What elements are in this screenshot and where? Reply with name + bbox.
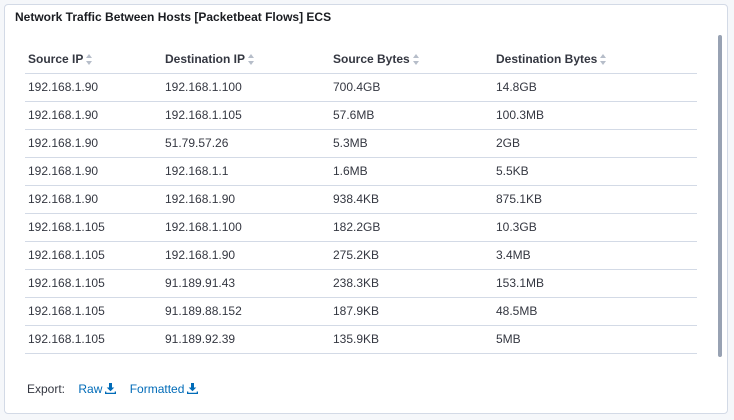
cell-destination-bytes: 10.3GB [493, 213, 697, 242]
column-header-label: Destination Bytes [496, 51, 598, 66]
cell-destination-bytes: 2GB [493, 129, 697, 158]
table-header-row: Source IP Destination IP Source Bytes De… [25, 45, 697, 74]
sort-icon[interactable] [248, 54, 255, 66]
download-icon [105, 383, 117, 394]
table-row: 192.168.1.105 192.168.1.90 275.2KB 3.4MB [25, 241, 697, 270]
column-header-label: Source IP [28, 51, 84, 66]
data-table: Source IP Destination IP Source Bytes De… [25, 45, 697, 354]
cell-destination-bytes: 3.4MB [493, 241, 697, 270]
table-row: 192.168.1.90 192.168.1.1 1.6MB 5.5KB [25, 157, 697, 186]
cell-source-bytes: 5.3MB [330, 129, 493, 158]
cell-source-bytes: 275.2KB [330, 241, 493, 270]
cell-destination-bytes: 5.5KB [493, 157, 697, 186]
cell-destination-bytes: 5MB [493, 325, 697, 354]
cell-source-ip: 192.168.1.105 [25, 241, 162, 270]
cell-destination-bytes: 48.5MB [493, 297, 697, 326]
sort-icon[interactable] [86, 54, 93, 66]
cell-destination-ip: 192.168.1.1 [162, 157, 330, 186]
export-formatted-link[interactable]: Formatted [130, 382, 199, 396]
export-bar: Export: Raw Formatted [27, 382, 199, 396]
cell-destination-ip: 192.168.1.90 [162, 185, 330, 214]
cell-source-ip: 192.168.1.90 [25, 157, 162, 186]
table-row: 192.168.1.90 192.168.1.105 57.6MB 100.3M… [25, 101, 697, 130]
table-row: 192.168.1.90 192.168.1.90 938.4KB 875.1K… [25, 185, 697, 214]
column-header-label: Destination IP [165, 51, 246, 66]
cell-source-bytes: 182.2GB [330, 213, 493, 242]
table-row: 192.168.1.90 192.168.1.100 700.4GB 14.8G… [25, 73, 697, 102]
visualization-panel: Network Traffic Between Hosts [Packetbea… [4, 4, 728, 414]
sort-icon[interactable] [412, 54, 420, 66]
cell-destination-ip: 192.168.1.105 [162, 101, 330, 130]
cell-source-bytes: 938.4KB [330, 185, 493, 214]
cell-destination-bytes: 153.1MB [493, 269, 697, 298]
column-header-destination-bytes[interactable]: Destination Bytes [493, 45, 697, 74]
cell-source-ip: 192.168.1.90 [25, 129, 162, 158]
column-header-source-ip[interactable]: Source IP [25, 45, 162, 74]
export-raw-label: Raw [78, 382, 103, 396]
cell-destination-ip: 91.189.88.152 [162, 297, 330, 326]
column-header-label: Source Bytes [333, 51, 410, 66]
cell-destination-ip: 91.189.92.39 [162, 325, 330, 354]
cell-source-ip: 192.168.1.105 [25, 213, 162, 242]
panel-title: Network Traffic Between Hosts [Packetbea… [15, 10, 332, 24]
cell-source-bytes: 57.6MB [330, 101, 493, 130]
cell-source-ip: 192.168.1.90 [25, 185, 162, 214]
cell-source-ip: 192.168.1.90 [25, 101, 162, 130]
table-row: 192.168.1.90 51.79.57.26 5.3MB 2GB [25, 129, 697, 158]
column-header-source-bytes[interactable]: Source Bytes [330, 45, 493, 74]
vertical-scrollbar[interactable] [718, 35, 722, 357]
column-header-destination-ip[interactable]: Destination IP [162, 45, 330, 74]
cell-source-ip: 192.168.1.105 [25, 297, 162, 326]
cell-source-ip: 192.168.1.105 [25, 325, 162, 354]
sort-icon[interactable] [600, 54, 607, 66]
cell-source-bytes: 1.6MB [330, 157, 493, 186]
cell-source-bytes: 700.4GB [330, 73, 493, 102]
table-row: 192.168.1.105 91.189.91.43 238.3KB 153.1… [25, 269, 697, 298]
cell-destination-ip: 51.79.57.26 [162, 129, 330, 158]
cell-destination-bytes: 875.1KB [493, 185, 697, 214]
cell-destination-ip: 192.168.1.90 [162, 241, 330, 270]
cell-destination-ip: 91.189.91.43 [162, 269, 330, 298]
cell-destination-ip: 192.168.1.100 [162, 73, 330, 102]
download-icon [187, 383, 199, 394]
cell-source-bytes: 238.3KB [330, 269, 493, 298]
export-formatted-label: Formatted [129, 382, 185, 396]
cell-source-bytes: 135.9KB [330, 325, 493, 354]
data-table-container: Source IP Destination IP Source Bytes De… [25, 45, 697, 354]
table-row: 192.168.1.105 91.189.88.152 187.9KB 48.5… [25, 297, 697, 326]
cell-source-bytes: 187.9KB [330, 297, 493, 326]
cell-destination-bytes: 100.3MB [493, 101, 697, 130]
export-label: Export: [27, 382, 66, 396]
cell-source-ip: 192.168.1.105 [25, 269, 162, 298]
export-raw-link[interactable]: Raw [78, 382, 117, 396]
cell-source-ip: 192.168.1.90 [25, 73, 162, 102]
table-row: 192.168.1.105 192.168.1.100 182.2GB 10.3… [25, 213, 697, 242]
cell-destination-bytes: 14.8GB [493, 73, 697, 102]
cell-destination-ip: 192.168.1.100 [162, 213, 330, 242]
table-row: 192.168.1.105 91.189.92.39 135.9KB 5MB [25, 325, 697, 354]
